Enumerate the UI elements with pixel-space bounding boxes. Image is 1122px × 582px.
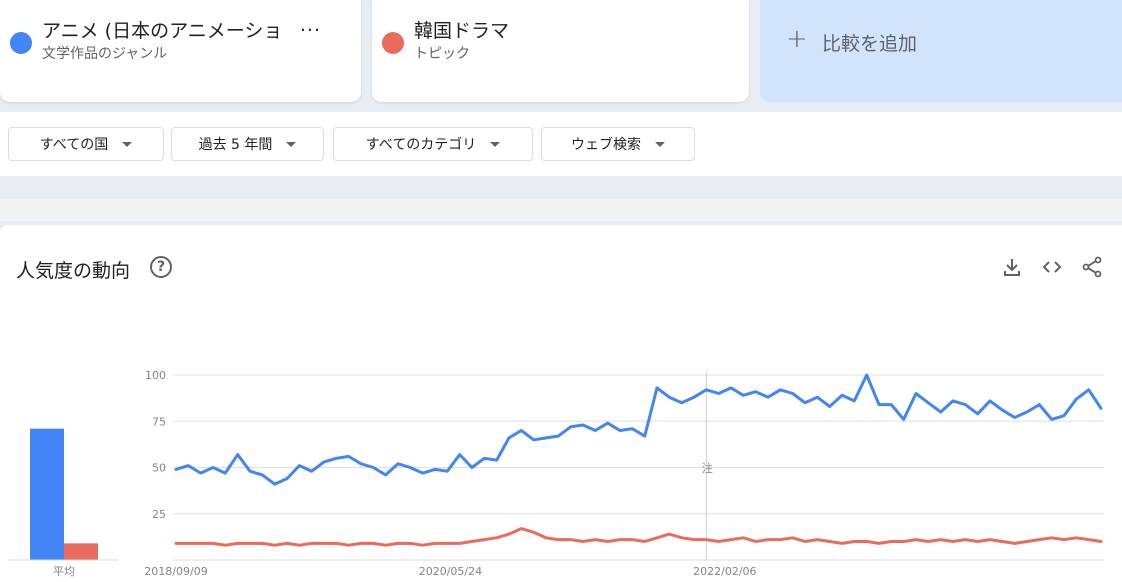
interest-over-time-panel: 人気度の動向 ? 平均 25 50 75 100 注 2018/09/09 2020/05… [0,225,1122,582]
term-card-kdrama[interactable]: 韓国ドラマ トピック [372,0,749,102]
dropdown-caret-icon [122,141,133,147]
filter-bar: すべての国 過去 5 年間 すべてのカテゴリ ウェブ検索 [0,112,1122,176]
question-circle-icon[interactable]: ? [150,256,172,278]
dropdown-caret-icon [490,141,501,147]
x-tick-label: 2018/09/09 [144,565,207,578]
average-bars: 平均 [8,428,118,578]
chart-grid: 25 50 75 100 注 [145,369,1104,561]
y-tick-label: 100 [145,369,166,382]
add-comparison-button[interactable]: + 比較を追加 [760,0,1122,102]
time-range-filter[interactable]: 過去 5 年間 [171,127,324,161]
term-name: 韓国ドラマ [414,20,510,42]
plus-icon: + [786,24,808,54]
dropdown-caret-icon [286,141,297,147]
interest-chart: 平均 25 50 75 100 注 2018/09/09 2020/05/24 2022/0… [8,369,1104,578]
term-card-anime[interactable]: アニメ (日本のアニメーショ ... 文学作品のジャンル [0,0,361,102]
y-tick-label: 25 [152,508,166,521]
region-filter-label: すべての国 [39,137,109,153]
panel-title: 人気度の動向 [16,260,131,282]
search-type-filter[interactable]: ウェブ検索 [541,127,695,161]
dropdown-caret-icon [655,141,665,147]
series-color-dot [10,32,32,54]
region-filter[interactable]: すべての国 [8,127,164,161]
series-color-dot [382,32,404,54]
time-range-filter-label: 過去 5 年間 [198,137,273,153]
x-tick-label: 2020/05/24 [419,565,482,578]
y-tick-label: 50 [152,462,166,475]
annotation-label: 注 [702,461,713,475]
series-line-0 [174,373,1103,486]
average-label: 平均 [53,565,75,578]
average-bar-1 [64,543,98,560]
divider-band [0,199,1122,221]
chart-lines [174,373,1103,547]
category-filter[interactable]: すべてのカテゴリ [333,127,533,161]
x-tick-label: 2022/02/06 [693,565,756,578]
x-axis-ticks: 2018/09/09 2020/05/24 2022/02/06 [144,565,756,578]
embed-code-icon[interactable] [1040,255,1064,279]
search-type-filter-label: ウェブ検索 [571,137,641,153]
term-type: トピック [414,46,470,62]
share-icon[interactable] [1080,255,1104,279]
term-type: 文学作品のジャンル [42,46,168,62]
term-name: アニメ (日本のアニメーショ [42,20,283,42]
y-tick-label: 75 [152,415,166,428]
download-icon[interactable] [1000,255,1024,279]
category-filter-label: すべてのカテゴリ [365,137,477,153]
series-line-1 [174,527,1103,547]
term-ellipsis: ... [299,14,321,36]
average-bar-0 [30,428,64,560]
add-comparison-label: 比較を追加 [822,33,918,55]
